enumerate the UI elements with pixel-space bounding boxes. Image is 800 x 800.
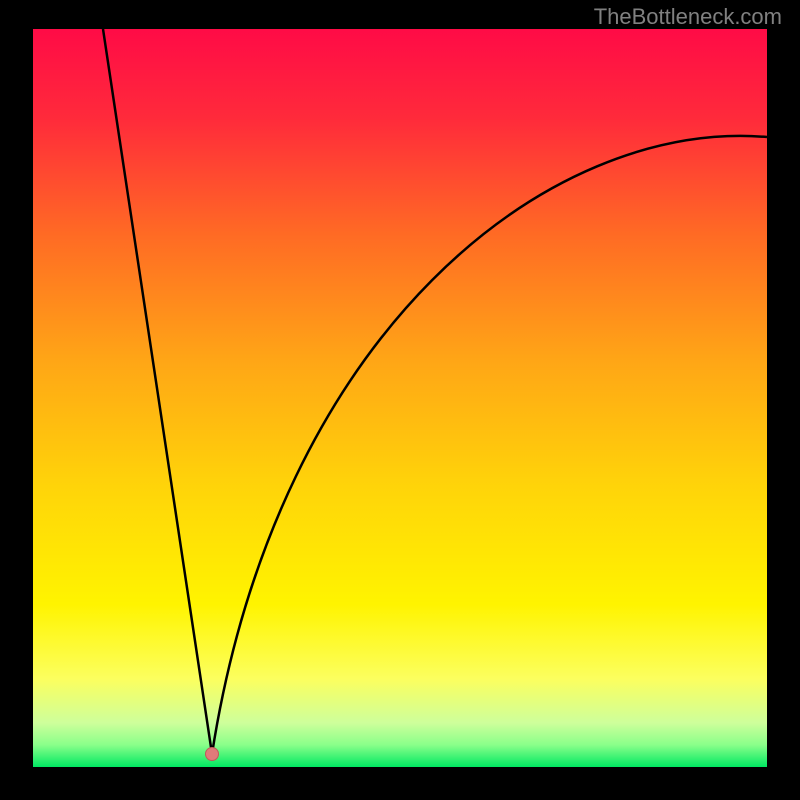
plot-area — [33, 29, 767, 767]
bottleneck-curve — [103, 29, 767, 754]
curve-layer — [33, 29, 767, 767]
chart-stage: TheBottleneck.com — [0, 0, 800, 800]
watermark-text: TheBottleneck.com — [594, 4, 782, 30]
minimum-marker — [205, 747, 219, 761]
